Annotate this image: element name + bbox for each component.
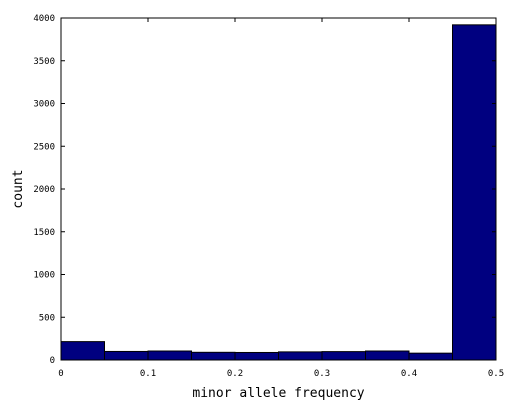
y-tick-label-0: 0 — [50, 356, 55, 366]
histogram-bar-3 — [191, 351, 236, 361]
y-tick-label-6: 3000 — [33, 100, 55, 110]
y-tick-label-4: 2000 — [33, 185, 55, 195]
y-tick-label-2: 1000 — [33, 271, 55, 281]
ticks-group: 0 0.1 0.2 0.3 0.4 0.5 0 500 1000 1500 2000 2500 3000… — [33, 14, 504, 379]
plot-frame — [60, 17, 497, 361]
x-tick-label-0: 0 — [58, 369, 63, 379]
histogram-bar-2 — [147, 350, 192, 361]
histogram-bar-8 — [408, 352, 453, 361]
y-tick-label-5: 2500 — [33, 142, 55, 152]
x-axis-label: minor allele frequency — [192, 386, 364, 401]
y-tick-label-3: 1500 — [33, 228, 55, 238]
y-tick-label-1: 500 — [39, 313, 55, 323]
x-tick-label-5: 0.5 — [488, 369, 504, 379]
histogram-bar-1 — [104, 350, 149, 361]
x-tick-label-3: 0.3 — [314, 369, 330, 379]
histogram-bar-7 — [365, 350, 410, 361]
histogram-bar-4 — [234, 351, 279, 361]
x-tick-label-1: 0.1 — [140, 369, 156, 379]
y-axis-label: count — [11, 169, 26, 208]
histogram-bar-9 — [452, 24, 497, 361]
x-tick-label-2: 0.2 — [227, 369, 243, 379]
bars-group — [60, 24, 497, 361]
histogram-bar-0 — [60, 341, 105, 361]
histogram-bar-5 — [278, 351, 323, 361]
x-tick-label-4: 0.4 — [401, 369, 417, 379]
y-tick-label-8: 4000 — [33, 14, 55, 24]
histogram-bar-6 — [321, 351, 366, 361]
y-tick-label-7: 3500 — [33, 57, 55, 67]
